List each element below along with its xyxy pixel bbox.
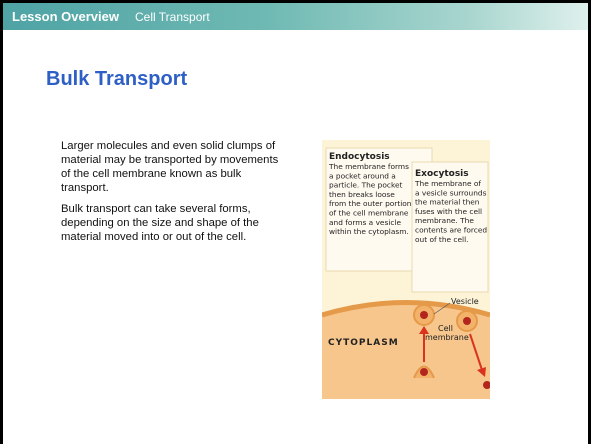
box-text: and forms a vesicle — [329, 218, 402, 227]
box-text: out of the cell. — [415, 235, 468, 244]
box-title: Exocytosis — [415, 169, 469, 179]
box-text: particle. The pocket — [329, 181, 403, 190]
box-text: membrane. The — [415, 216, 474, 225]
slide: Lesson Overview Cell Transport Bulk Tran… — [3, 3, 588, 444]
section-title: Lesson Overview — [12, 9, 119, 24]
box-text: within the cytoplasm. — [329, 227, 409, 236]
header-bar: Lesson Overview Cell Transport — [3, 3, 588, 30]
slide-title: Bulk Transport — [46, 68, 187, 91]
membrane-label: Cell — [438, 324, 453, 333]
particle — [463, 317, 471, 325]
cytoplasm-label: CYTOPLASM — [328, 338, 399, 348]
membrane-label: membrane — [425, 333, 469, 342]
box-title: Endocytosis — [329, 152, 390, 162]
box-text: from the outer portion — [329, 199, 412, 208]
box-text: fuses with the cell — [415, 207, 482, 216]
box-text: of the cell membrane — [329, 209, 409, 218]
box-text: The membrane of — [414, 179, 481, 188]
box-text: The membrane forms — [328, 162, 409, 171]
particle — [420, 368, 428, 376]
paragraph: Larger molecules and even solid clumps o… — [61, 139, 279, 195]
topic-title: Cell Transport — [135, 10, 210, 24]
box-text: a vesicle surrounds — [415, 188, 487, 197]
box-text: then breaks loose — [329, 190, 395, 199]
paragraph: Bulk transport can take several forms, d… — [61, 202, 279, 244]
page: Lesson Overview Cell Transport Bulk Tran… — [0, 0, 591, 444]
particle — [420, 311, 428, 319]
box-text: a pocket around a — [329, 171, 396, 180]
vesicle-label: Vesicle — [451, 297, 479, 306]
box-text: the material then — [415, 198, 480, 207]
box-text: contents are forced — [415, 226, 487, 235]
